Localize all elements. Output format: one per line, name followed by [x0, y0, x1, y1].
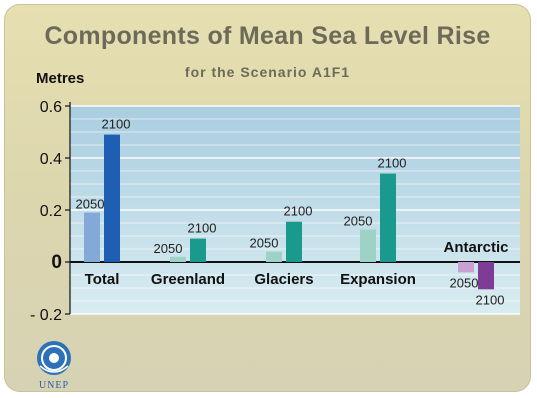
- chart-subtitle: for the Scenario A1F1: [184, 64, 351, 80]
- bar-antarctic-2050: [458, 262, 474, 273]
- bar-total-2100: [104, 134, 120, 262]
- data-label: 2050: [344, 214, 373, 229]
- data-label: 2100: [188, 221, 217, 236]
- bar-expansion-2050: [360, 229, 376, 262]
- y-tick-label: 0.6: [40, 99, 62, 116]
- y-axis-label: Metres: [36, 70, 85, 87]
- bar-total-2050: [84, 212, 100, 262]
- y-tick-label: 0.2: [40, 203, 62, 220]
- un-emblem-icon: UNEP: [37, 341, 71, 391]
- data-label: 2100: [476, 292, 505, 307]
- y-tick-label: 0.4: [40, 151, 62, 168]
- bar-greenland-2050: [170, 256, 186, 262]
- y-tick-label: - 0.2: [30, 307, 62, 324]
- y-tick-label: 0: [51, 252, 62, 273]
- data-label: 2050: [76, 197, 105, 212]
- data-label: 2050: [250, 236, 279, 251]
- chart-title: Components of Mean Sea Level Rise: [44, 22, 491, 50]
- bar-greenland-2100: [190, 238, 206, 262]
- category-label: Greenland: [151, 271, 225, 288]
- bar-expansion-2100: [380, 173, 396, 262]
- bar-glaciers-2050: [266, 251, 282, 262]
- category-label: Total: [85, 271, 120, 288]
- category-label: Expansion: [340, 271, 416, 288]
- logo-text: UNEP: [39, 380, 69, 391]
- bar-antarctic-2100: [478, 262, 494, 290]
- data-label: 2100: [284, 204, 313, 219]
- data-label: 2050: [450, 275, 479, 290]
- category-label: Antarctic: [443, 239, 508, 256]
- data-label: 2050: [154, 241, 183, 256]
- data-label: 2100: [378, 156, 407, 171]
- bar-glaciers-2100: [286, 221, 302, 262]
- data-label: 2100: [102, 117, 131, 132]
- category-label: Glaciers: [254, 271, 313, 288]
